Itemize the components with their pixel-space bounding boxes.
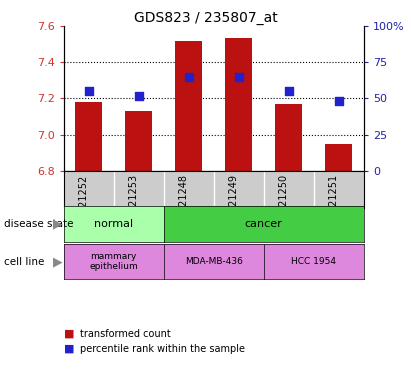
Text: normal: normal (94, 219, 133, 229)
Bar (275, 104, 302, 171)
Point (136, 93, 142, 99)
Text: ■: ■ (64, 329, 74, 339)
Text: GSM21252: GSM21252 (79, 174, 89, 228)
Text: cancer: cancer (245, 219, 283, 229)
Text: GSM21248: GSM21248 (179, 174, 189, 227)
Text: disease state: disease state (4, 219, 74, 229)
Text: ▶: ▶ (53, 255, 63, 268)
Bar (75, 102, 102, 171)
Bar (225, 38, 252, 171)
Text: percentile rank within the sample: percentile rank within the sample (80, 344, 245, 354)
Bar (175, 41, 203, 171)
Text: transformed count: transformed count (80, 329, 171, 339)
Point (185, 74, 192, 80)
Point (236, 74, 242, 80)
Text: GSM21250: GSM21250 (279, 174, 289, 228)
Text: MDA-MB-436: MDA-MB-436 (185, 257, 242, 266)
Text: GSM21253: GSM21253 (129, 174, 139, 228)
Text: ▶: ▶ (53, 217, 63, 231)
Bar (125, 111, 152, 171)
Text: cell line: cell line (4, 256, 44, 267)
Text: ■: ■ (64, 344, 74, 354)
Text: GSM21249: GSM21249 (229, 174, 239, 227)
Text: GSM21251: GSM21251 (329, 174, 339, 228)
Point (335, 98, 342, 104)
Point (286, 88, 292, 94)
Text: HCC 1954: HCC 1954 (291, 257, 336, 266)
Text: mammary
epithelium: mammary epithelium (89, 252, 138, 271)
Text: GDS823 / 235807_at: GDS823 / 235807_at (134, 11, 277, 25)
Point (85, 88, 92, 94)
Bar (325, 144, 353, 171)
